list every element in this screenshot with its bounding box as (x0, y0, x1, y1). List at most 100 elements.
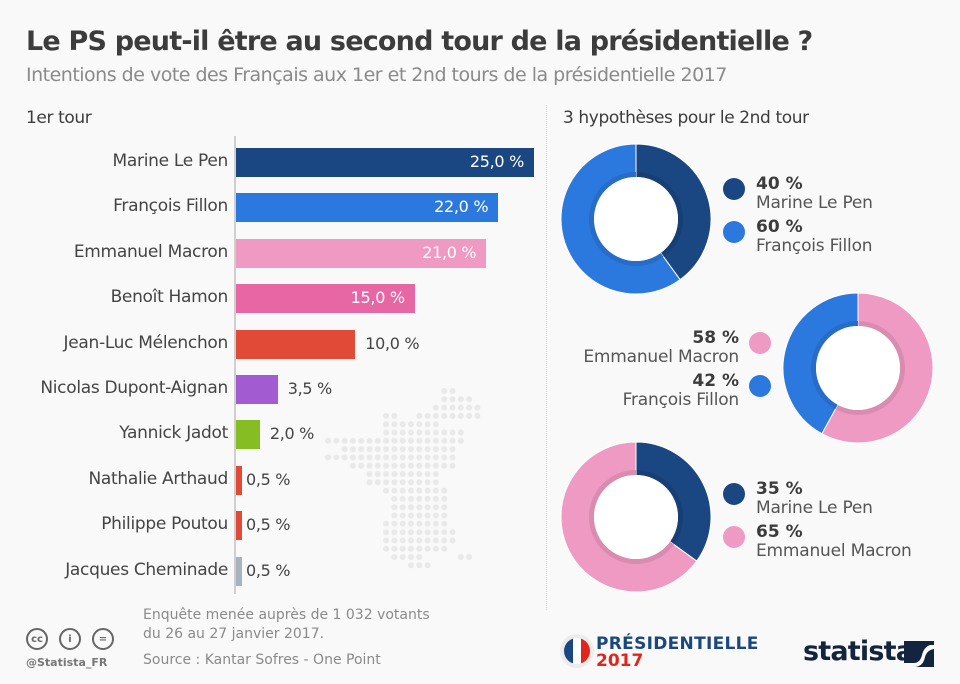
map-dot (424, 471, 431, 477)
map-dot (408, 495, 414, 502)
bar[interactable] (236, 238, 487, 268)
map-dot (391, 454, 398, 461)
map-dot (325, 454, 331, 461)
map-dot (383, 412, 390, 419)
statista-logo-text[interactable]: statista (803, 636, 914, 667)
map-dot (408, 554, 414, 560)
map-dot (408, 487, 414, 494)
map-dot (432, 495, 439, 502)
bar[interactable] (236, 148, 534, 177)
map-dot (466, 404, 473, 411)
map-dot (432, 479, 439, 486)
map-dot (424, 545, 431, 552)
map-dot (349, 446, 356, 453)
section-divider (546, 105, 547, 610)
map-dot (408, 537, 414, 544)
map-dot (474, 404, 481, 411)
legend-value: 35 % (756, 479, 803, 499)
map-dot (449, 388, 456, 394)
map-dot (432, 429, 439, 436)
map-dot (391, 412, 398, 419)
legend-label: François Fillon (756, 236, 873, 256)
map-dot (424, 437, 431, 444)
map-dot (391, 520, 398, 527)
map-dot (399, 487, 406, 494)
map-dot (383, 479, 390, 486)
map-dot (408, 529, 414, 536)
map-dot (441, 487, 448, 494)
map-dot (424, 495, 431, 502)
bar-axis (234, 136, 236, 594)
map-dot (416, 562, 423, 569)
map-dot (441, 462, 448, 469)
map-dot (441, 429, 448, 436)
map-dot (391, 479, 398, 486)
category-label: Jacques Cheminade (65, 559, 228, 580)
map-dot (416, 487, 423, 494)
map-dot (441, 512, 448, 519)
bar[interactable] (236, 284, 415, 314)
bar-value-label: 3,5 % (287, 379, 333, 398)
map-dot (391, 429, 398, 436)
map-dot (424, 429, 431, 436)
donut-hole (594, 177, 678, 261)
map-dot (449, 529, 456, 536)
bar[interactable] (236, 420, 260, 450)
map-dot (466, 396, 473, 403)
map-dot (416, 504, 423, 511)
map-dot (325, 437, 331, 444)
map-dot (416, 421, 423, 428)
map-dot (391, 421, 398, 428)
bar[interactable] (236, 556, 242, 586)
twitter-handle[interactable]: @Statista_FR (26, 656, 108, 669)
bar[interactable] (236, 465, 242, 495)
legend-value: 60 % (756, 217, 803, 237)
french-flag-icon (560, 634, 594, 668)
survey-note-line1: Enquête menée auprès de 1 032 votants (143, 607, 430, 623)
map-dot (408, 446, 414, 453)
map-dot (408, 437, 414, 444)
legend-swatch (723, 221, 745, 243)
map-dot (408, 471, 414, 477)
map-dot (366, 479, 373, 486)
map-dot (416, 462, 423, 469)
bar[interactable] (236, 193, 499, 223)
map-dot (349, 462, 356, 469)
map-dot (383, 454, 390, 461)
map-dot (416, 495, 423, 502)
category-label: Philippe Poutou (101, 514, 228, 535)
map-dot (441, 537, 448, 544)
map-dot (391, 437, 398, 444)
map-dot (432, 454, 439, 461)
donut-slice-inner-shade (811, 321, 858, 410)
map-dot (432, 512, 439, 519)
map-dot (449, 537, 456, 544)
map-dot (441, 529, 448, 536)
bar[interactable] (236, 511, 242, 541)
category-label: Jean-Luc Mélenchon (63, 332, 229, 353)
legend-value: 40 % (756, 174, 803, 194)
bar-value-label: 0,5 % (245, 515, 291, 535)
map-dot (399, 479, 406, 486)
nd-icon: = (92, 628, 114, 650)
map-dot (474, 412, 481, 419)
map-dot (457, 396, 464, 403)
bar-value-label: 0,5 % (245, 469, 291, 489)
legend-value: 42 % (692, 371, 739, 391)
map-dot (424, 512, 431, 519)
map-dot (466, 554, 473, 560)
map-dot (416, 554, 423, 560)
chart-subtitle: Intentions de vote des Français aux 1er … (26, 64, 727, 86)
map-dot (374, 462, 381, 469)
bar[interactable] (236, 375, 278, 404)
map-dot (399, 512, 406, 519)
map-dot (449, 446, 456, 453)
map-dot (391, 504, 398, 511)
map-dot (358, 446, 365, 453)
map-dot (408, 429, 414, 436)
map-dot (441, 412, 448, 419)
map-dot (391, 537, 398, 544)
map-dot (408, 462, 414, 469)
map-dot (432, 471, 439, 477)
bar[interactable] (236, 329, 356, 359)
